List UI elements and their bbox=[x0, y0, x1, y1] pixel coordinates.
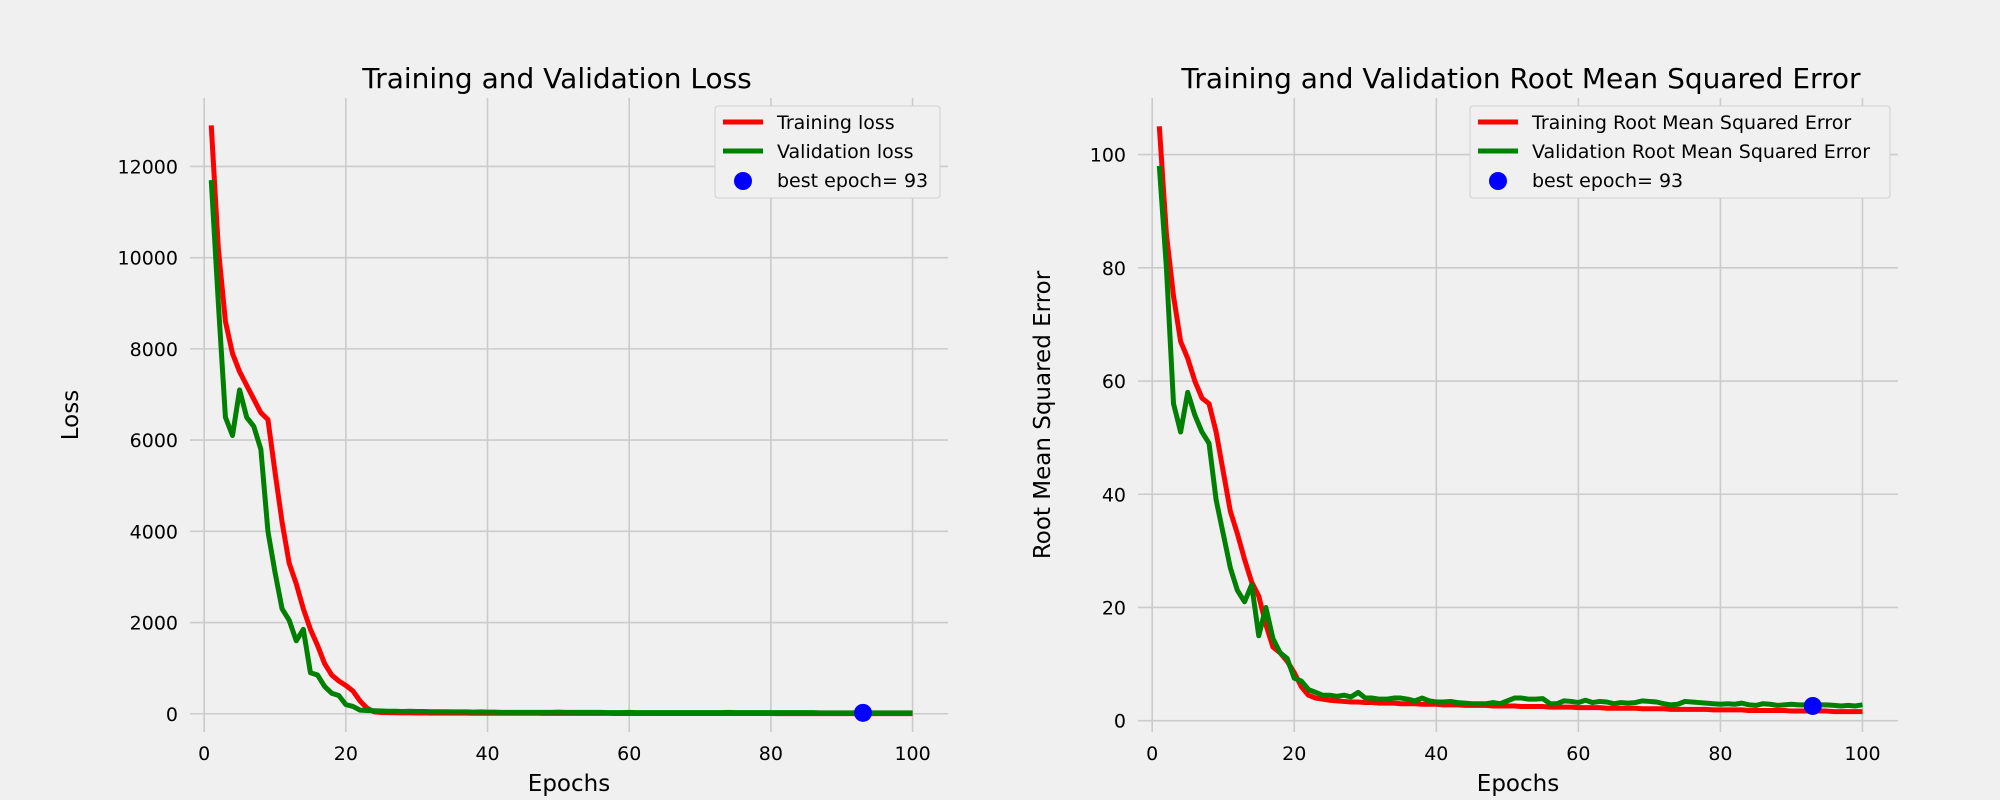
series-line-validation bbox=[208, 179, 913, 716]
y-tick-label: 40 bbox=[1102, 484, 1126, 506]
x-tick-label: 80 bbox=[1708, 743, 1732, 765]
legend-marker bbox=[1489, 172, 1507, 190]
series-line-training bbox=[208, 125, 913, 717]
x-tick-label: 0 bbox=[198, 743, 210, 765]
y-tick-label: 100 bbox=[1090, 145, 1126, 167]
legend-box bbox=[714, 105, 941, 199]
rmse-chart: 0 20 40 60 80 100 0 20 40 60 80 100 Training and Val… bbox=[1030, 62, 1898, 797]
x-tick-label: 0 bbox=[1146, 743, 1158, 765]
x-tick-label: 40 bbox=[1424, 743, 1448, 765]
legend-label: Training Root Mean Squared Error bbox=[1531, 112, 1851, 134]
series-line-validation bbox=[1156, 165, 1863, 709]
legend-label: Validation loss bbox=[777, 141, 914, 163]
x-tick-label: 20 bbox=[1282, 743, 1306, 765]
x-tick-label: 40 bbox=[475, 743, 499, 765]
chart-title: Training and Validation Root Mean Square… bbox=[1180, 62, 1861, 95]
y-tick-label: 6000 bbox=[130, 430, 178, 452]
x-axis-label: Epochs bbox=[1477, 771, 1559, 797]
x-tick-label: 100 bbox=[1844, 743, 1880, 765]
y-axis-label: Root Mean Squared Error bbox=[1030, 270, 1056, 559]
y-tick-label: 10000 bbox=[118, 248, 178, 270]
legend-marker bbox=[734, 172, 752, 190]
best-epoch-marker bbox=[1803, 696, 1822, 715]
y-axis-label: Loss bbox=[58, 390, 84, 440]
y-tick-label: 12000 bbox=[118, 156, 178, 178]
x-tick-label: 60 bbox=[1566, 743, 1590, 765]
x-tick-label: 80 bbox=[759, 743, 783, 765]
x-tick-label: 100 bbox=[894, 743, 930, 765]
y-tick-label: 4000 bbox=[130, 521, 178, 543]
y-tick-label: 0 bbox=[166, 704, 178, 726]
chart-title: Training and Validation Loss bbox=[361, 62, 752, 95]
legend-label: best epoch= 93 bbox=[1532, 170, 1683, 192]
x-tick-label: 60 bbox=[617, 743, 641, 765]
y-tick-label: 0 bbox=[1114, 711, 1126, 733]
loss-chart: 0 20 40 60 80 100 0 2000 4000 6000 8000 10000 12000 T… bbox=[58, 62, 948, 797]
legend-label: best epoch= 93 bbox=[777, 170, 928, 192]
legend-label: Training loss bbox=[776, 112, 895, 134]
legend-box bbox=[1469, 105, 1891, 199]
x-axis-label: Epochs bbox=[528, 771, 610, 797]
y-tick-label: 60 bbox=[1102, 371, 1126, 393]
y-tick-label: 20 bbox=[1102, 597, 1126, 619]
y-tick-label: 8000 bbox=[130, 339, 178, 361]
legend-label: Validation Root Mean Squared Error bbox=[1532, 141, 1870, 163]
series-line-training bbox=[1156, 126, 1863, 715]
y-tick-label: 80 bbox=[1102, 258, 1126, 280]
y-tick-label: 2000 bbox=[130, 613, 178, 635]
x-tick-label: 20 bbox=[334, 743, 358, 765]
best-epoch-marker bbox=[853, 703, 872, 722]
